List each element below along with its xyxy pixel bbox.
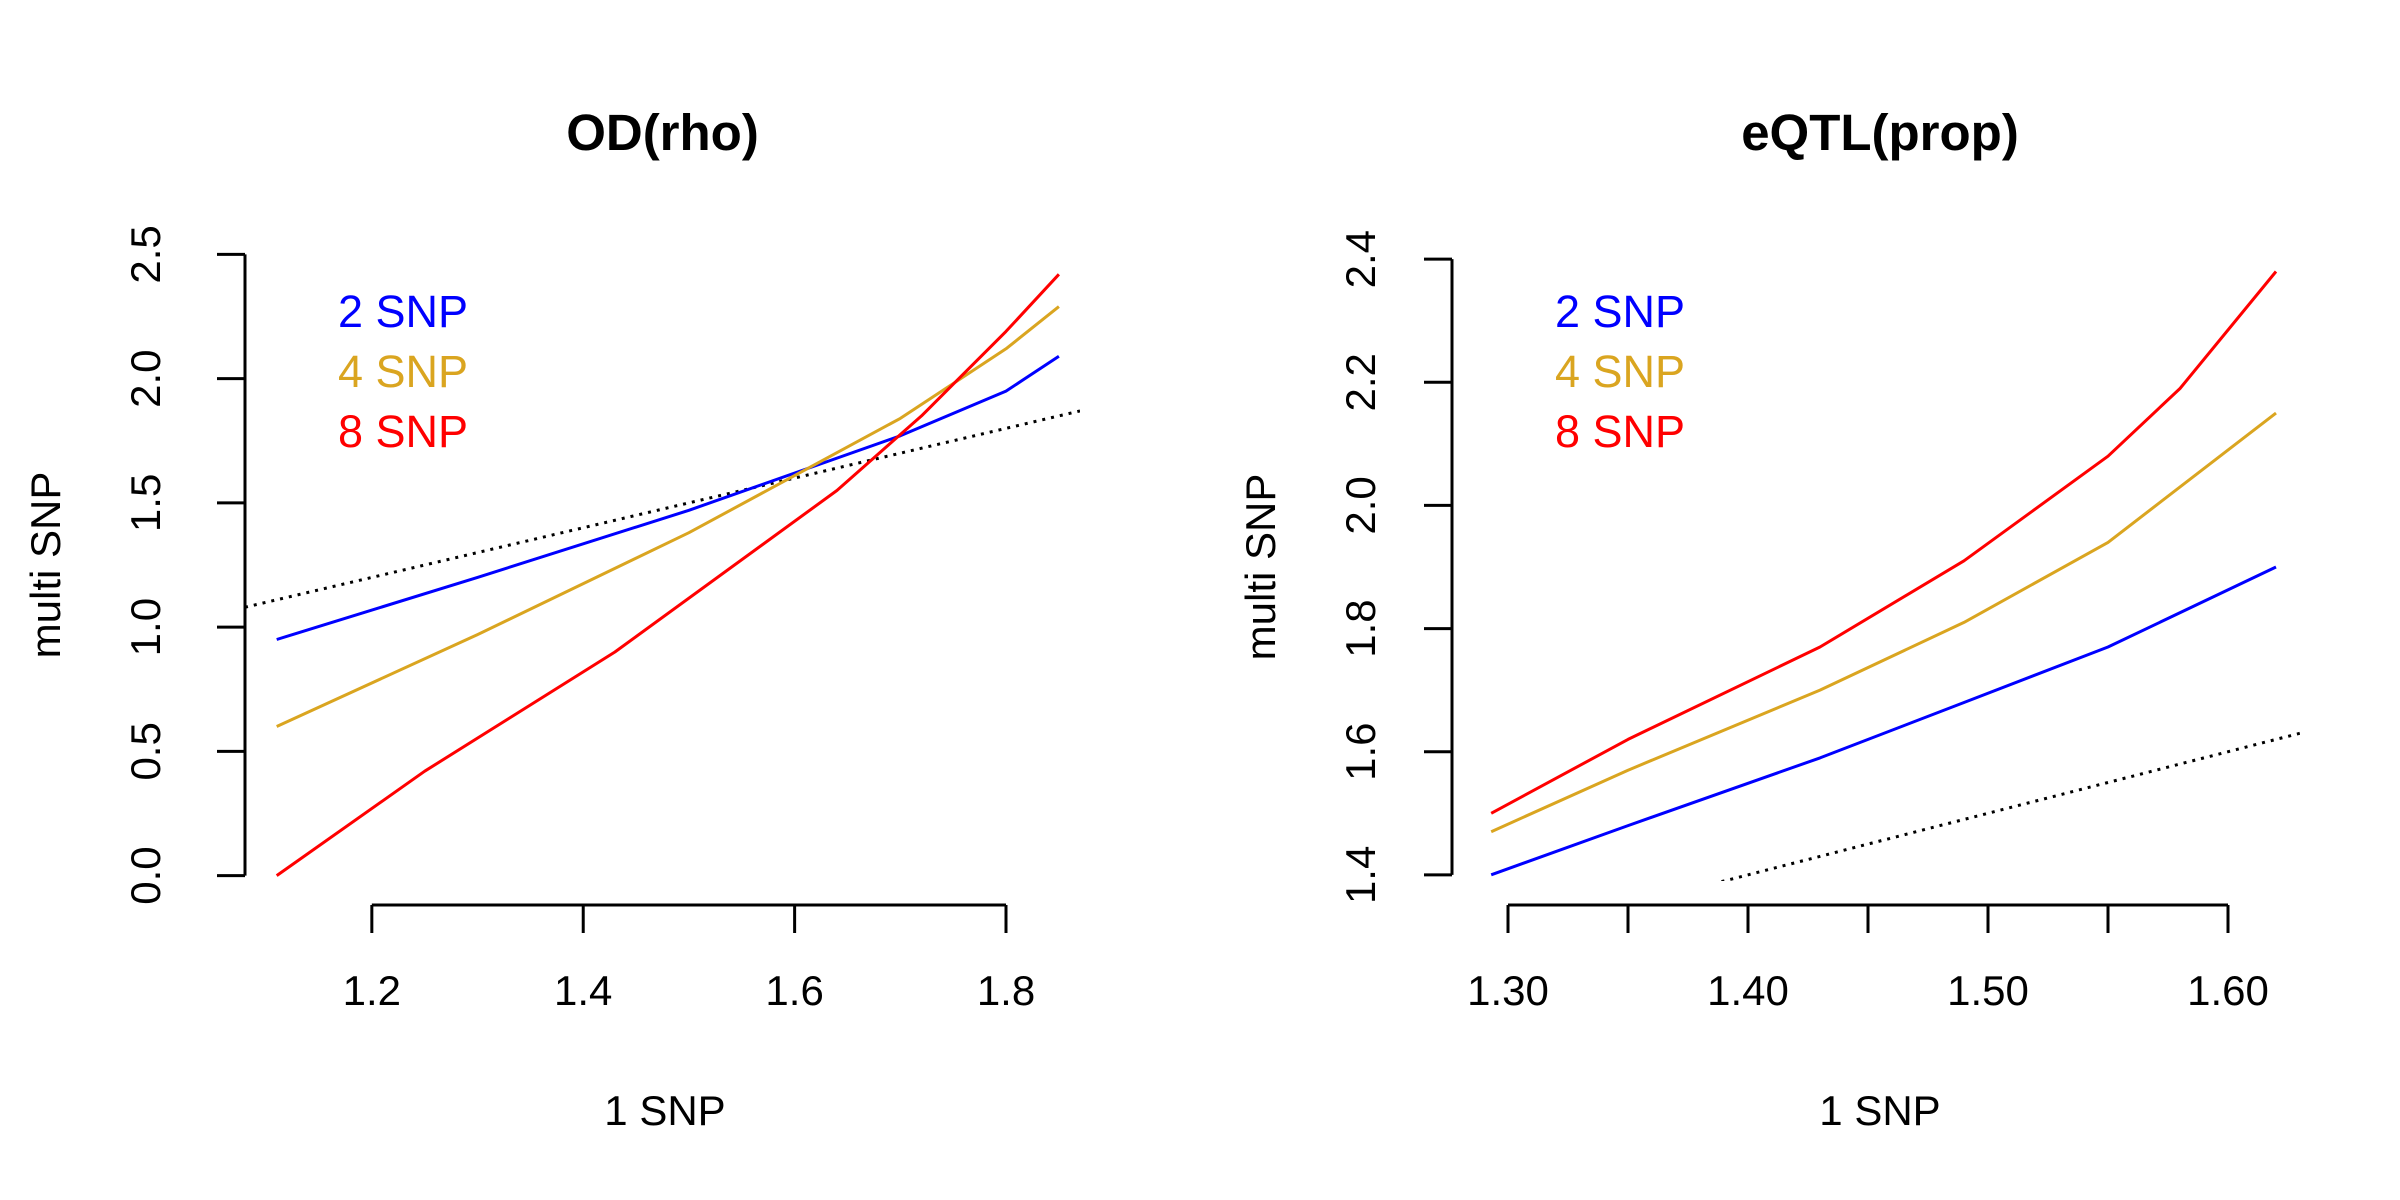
reference-line <box>1717 731 2300 881</box>
legend-entry: 4 SNP <box>1555 346 1685 397</box>
legend-entry: 8 SNP <box>1555 406 1685 457</box>
x-axis-title: 1 SNP <box>604 1087 725 1134</box>
x-tick-label: 1.50 <box>1947 967 2029 1014</box>
x-tick-label: 1.40 <box>1707 967 1789 1014</box>
chart-title: eQTL(prop) <box>1741 104 2019 161</box>
legend-entry: 2 SNP <box>1555 286 1685 337</box>
series-line-8-snp <box>275 273 1061 877</box>
series-line-2-snp <box>276 355 1060 641</box>
y-tick-label: 1.4 <box>1337 846 1384 904</box>
chart-panel-1: OD(rho) 1.2 1.4 1.6 1.8 0.0 0.5 1.0 1.5 2.0 2.5 1 S… <box>22 104 1080 1134</box>
y-tick-label: 1.8 <box>1337 599 1384 657</box>
x-tick-label: 1.2 <box>343 967 401 1014</box>
series-line-4-snp <box>1490 411 2277 834</box>
y-tick-label: 2.2 <box>1337 353 1384 411</box>
y-tick-label: 2.0 <box>122 349 169 407</box>
chart-panel-2: eQTL(prop) 1.30 1.40 1.50 1.60 1.4 1.6 1.8 2.0 2.… <box>1237 104 2300 1134</box>
y-tick-label: 2.4 <box>1337 230 1384 288</box>
series-line-4-snp <box>276 305 1060 728</box>
y-axis-title: multi SNP <box>22 472 69 659</box>
series-line-8-snp <box>1490 270 2278 815</box>
legend-entry: 8 SNP <box>338 406 468 457</box>
y-tick-label: 1.6 <box>1337 723 1384 781</box>
y-tick-label: 2.0 <box>1337 476 1384 534</box>
x-tick-label: 1.30 <box>1467 967 1549 1014</box>
plot-area <box>245 273 1080 877</box>
y-axis-title: multi SNP <box>1237 474 1284 661</box>
chart-title: OD(rho) <box>566 104 759 161</box>
y-tick-label: 0.5 <box>122 722 169 780</box>
legend-entry: 2 SNP <box>338 286 468 337</box>
x-tick-label: 1.8 <box>977 967 1035 1014</box>
x-tick-label: 1.60 <box>2187 967 2269 1014</box>
legend-entry: 4 SNP <box>338 346 468 397</box>
y-tick-label: 2.5 <box>122 225 169 283</box>
x-axis-title: 1 SNP <box>1819 1087 1940 1134</box>
y-tick-label: 1.0 <box>122 598 169 656</box>
y-tick-label: 0.0 <box>122 846 169 904</box>
x-tick-label: 1.6 <box>765 967 823 1014</box>
plot-area <box>1490 270 2300 881</box>
x-tick-label: 1.4 <box>554 967 612 1014</box>
y-tick-label: 1.5 <box>122 474 169 532</box>
series-line-2-snp <box>1490 565 2277 877</box>
